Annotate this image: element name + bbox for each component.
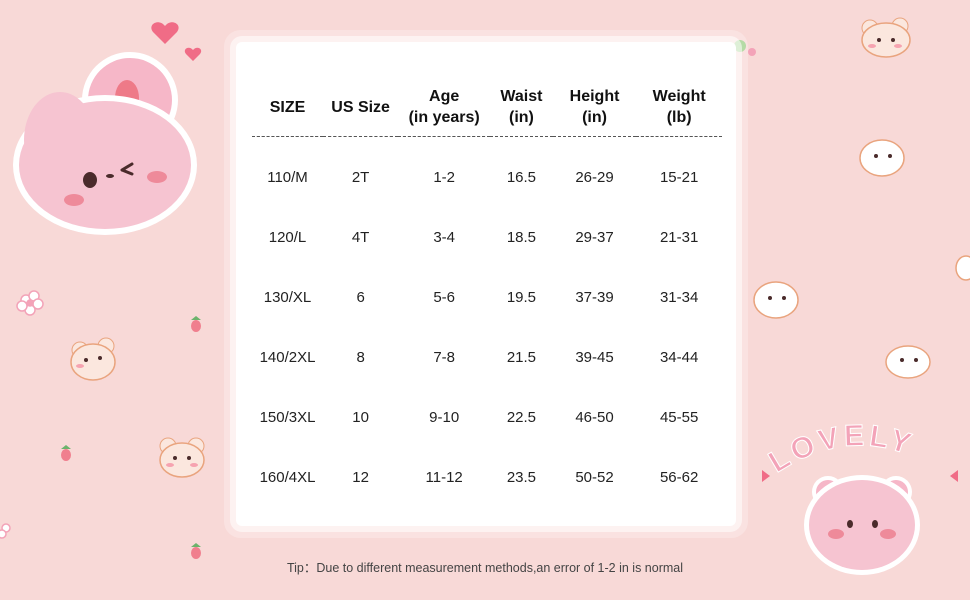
cat-icon (859, 139, 905, 177)
strawberry-icon (191, 543, 201, 559)
bear-icon (159, 437, 205, 478)
header-height: Height (in) (552, 78, 637, 137)
header-size: SIZE (252, 78, 324, 137)
cell-waist: 23.5 (506, 468, 537, 486)
cell-height: 29-37 (575, 228, 614, 246)
cell-age: 5-6 (433, 288, 455, 306)
table-row: 130/XL 6 5-6 19.5 37-39 31-34 (252, 267, 722, 327)
cell-size: 110/M (267, 168, 308, 186)
header-waist: Waist (in) (490, 78, 553, 137)
cell-height: 39-45 (575, 348, 614, 366)
flower-icon (16, 290, 44, 316)
header-age: Age (in years) (398, 78, 491, 137)
cell-us-size: 12 (352, 468, 369, 486)
table-row: 110/M 2T 1-2 16.5 26-29 15-21 (252, 137, 722, 208)
strawberry-icon (734, 40, 756, 56)
header-weight: Weight (lb) (636, 78, 722, 137)
strawberry-icon (191, 316, 201, 332)
cell-size: 150/3XL (259, 408, 316, 426)
cell-age: 3-4 (433, 228, 455, 246)
cat-icon (955, 255, 970, 281)
cell-us-size: 6 (356, 288, 365, 306)
cell-waist: 21.5 (506, 348, 537, 366)
cell-height: 26-29 (575, 168, 614, 186)
cell-weight: 21-31 (659, 228, 699, 246)
cell-weight: 34-44 (659, 348, 699, 366)
cell-weight: 45-55 (659, 408, 699, 426)
cell-age: 7-8 (433, 348, 455, 366)
cell-weight: 56-62 (659, 468, 699, 486)
cell-weight: 31-34 (659, 288, 699, 306)
cat-icon (753, 281, 799, 319)
cell-height: 50-52 (575, 468, 614, 486)
size-chart-table: SIZE US Size Age (in years) Waist (in) Hei… (252, 78, 722, 507)
flower-icon (0, 523, 11, 539)
cell-waist: 19.5 (506, 288, 537, 306)
cell-waist: 22.5 (506, 408, 537, 426)
table-row: 140/2XL 8 7-8 21.5 39-45 34-44 (252, 327, 722, 387)
cell-height: 46-50 (575, 408, 614, 426)
lovely-text-decoration: LOVELY (762, 419, 958, 482)
bunny-icon (13, 52, 197, 235)
cell-waist: 18.5 (506, 228, 537, 246)
cell-size: 160/4XL (259, 468, 316, 486)
table-row: 120/L 4T 3-4 18.5 29-37 21-31 (252, 207, 722, 267)
svg-text:LOVELY: LOVELY (763, 419, 918, 479)
cat-icon (885, 345, 931, 379)
heart-icon (184, 47, 202, 61)
cell-waist: 16.5 (506, 168, 537, 186)
table-header-row: SIZE US Size Age (in years) Waist (in) Hei… (252, 78, 722, 137)
bear-icon (861, 17, 911, 58)
cell-us-size: 10 (352, 408, 369, 426)
cell-size: 140/2XL (259, 348, 316, 366)
bear-icon (70, 337, 116, 381)
cell-us-size: 4T (351, 228, 370, 246)
lovely-text: LOVELY (763, 419, 915, 480)
header-us-size: US Size (323, 78, 399, 137)
cell-us-size: 8 (356, 348, 365, 366)
cell-height: 37-39 (575, 288, 614, 306)
cell-age: 9-10 (429, 408, 460, 426)
heart-icon (151, 22, 179, 44)
cell-size: 130/XL (263, 288, 312, 306)
strawberry-icon (61, 445, 71, 461)
cell-weight: 15-21 (659, 168, 699, 186)
cell-us-size: 2T (351, 168, 370, 186)
cell-age: 1-2 (433, 168, 455, 186)
cell-age: 11-12 (425, 468, 463, 486)
tip-text: Tip：Due to different measurement methods… (286, 561, 683, 575)
cell-size: 120/L (268, 228, 307, 246)
table-row: 150/3XL 10 9-10 22.5 46-50 45-55 (252, 387, 722, 447)
table-row: 160/4XL 12 11-12 23.5 50-52 56-62 (252, 447, 722, 507)
bear-icon (804, 475, 920, 575)
